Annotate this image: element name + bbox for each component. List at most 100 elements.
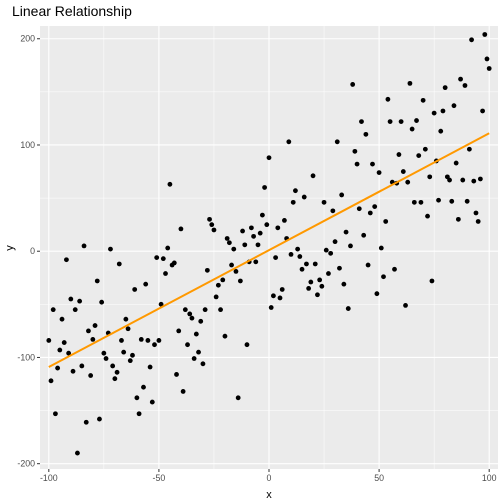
data-point [286, 139, 292, 145]
data-point [447, 177, 452, 183]
data-point [315, 292, 320, 298]
chart-title: Linear Relationship [12, 3, 132, 19]
data-point [94, 278, 100, 284]
data-point [365, 262, 371, 268]
y-tick-label: 0 [30, 246, 35, 256]
x-tick-label: 0 [267, 473, 272, 483]
data-point [189, 315, 195, 321]
data-point [211, 227, 217, 233]
data-point [279, 287, 285, 292]
data-point [255, 242, 261, 248]
data-point [83, 419, 89, 425]
data-point [112, 376, 118, 382]
data-point [68, 296, 74, 302]
data-point [343, 229, 349, 235]
data-point [387, 119, 393, 125]
data-point [202, 307, 208, 313]
data-point [332, 239, 338, 245]
data-point [119, 338, 124, 343]
data-point [484, 56, 490, 62]
data-point [449, 198, 455, 204]
data-point [174, 372, 179, 377]
data-point [469, 37, 474, 43]
data-point [64, 257, 69, 263]
data-point [57, 347, 63, 353]
data-point [319, 283, 325, 289]
x-tick-label: -100 [40, 473, 58, 483]
data-point [79, 363, 85, 369]
data-point [323, 247, 329, 253]
data-point [132, 287, 138, 292]
data-point [156, 338, 162, 343]
data-point [90, 336, 96, 342]
data-point [114, 369, 120, 375]
data-point [187, 311, 193, 317]
data-point [264, 222, 270, 228]
data-point [149, 399, 155, 405]
data-point [143, 281, 149, 287]
data-point [304, 261, 309, 267]
data-point [462, 83, 468, 88]
data-point [326, 271, 331, 276]
data-point [253, 259, 259, 265]
data-point [471, 178, 477, 184]
x-tick-label: 50 [374, 473, 384, 483]
data-point [55, 365, 61, 371]
data-point [145, 338, 151, 343]
data-point [215, 282, 221, 288]
data-point [273, 255, 279, 260]
data-point [110, 363, 116, 369]
data-point [72, 307, 78, 313]
data-point [383, 219, 389, 224]
data-point [222, 333, 228, 339]
data-point [178, 226, 184, 232]
y-tick-label: -200 [17, 459, 35, 469]
data-point [341, 281, 347, 287]
data-point [224, 236, 230, 241]
data-point [262, 185, 267, 190]
data-point [361, 232, 367, 238]
data-point [259, 212, 265, 218]
data-point [136, 411, 142, 417]
data-point [53, 411, 58, 417]
data-point [180, 389, 186, 394]
data-point [350, 82, 356, 87]
data-point [271, 293, 276, 299]
data-point [220, 277, 226, 283]
data-point [339, 192, 345, 198]
data-point [127, 358, 133, 364]
data-point [158, 301, 164, 307]
data-point [266, 155, 272, 161]
data-point [363, 131, 369, 137]
data-point [88, 373, 94, 378]
data-point [226, 240, 232, 246]
data-point [193, 331, 199, 337]
regression-line [48, 132, 490, 368]
data-point [334, 139, 340, 145]
data-point [359, 119, 364, 125]
data-point [429, 278, 435, 284]
data-point [209, 222, 215, 228]
data-point [295, 246, 301, 252]
data-point [196, 349, 201, 355]
data-point [480, 108, 485, 114]
y-tick-label: -100 [17, 352, 35, 362]
data-point [293, 188, 298, 194]
data-point [466, 146, 472, 152]
data-point [130, 352, 135, 358]
data-point [290, 199, 296, 205]
data-point [61, 340, 67, 345]
data-point [337, 265, 342, 271]
data-point [198, 318, 204, 324]
data-point [141, 384, 146, 390]
data-point [352, 148, 358, 154]
data-point [218, 307, 223, 313]
y-axis-title: y [4, 245, 16, 251]
y-tick-label: 200 [20, 34, 35, 44]
data-point [321, 199, 327, 205]
data-point [121, 349, 127, 355]
data-point [486, 66, 492, 71]
data-point [204, 267, 210, 273]
data-point [75, 450, 80, 456]
